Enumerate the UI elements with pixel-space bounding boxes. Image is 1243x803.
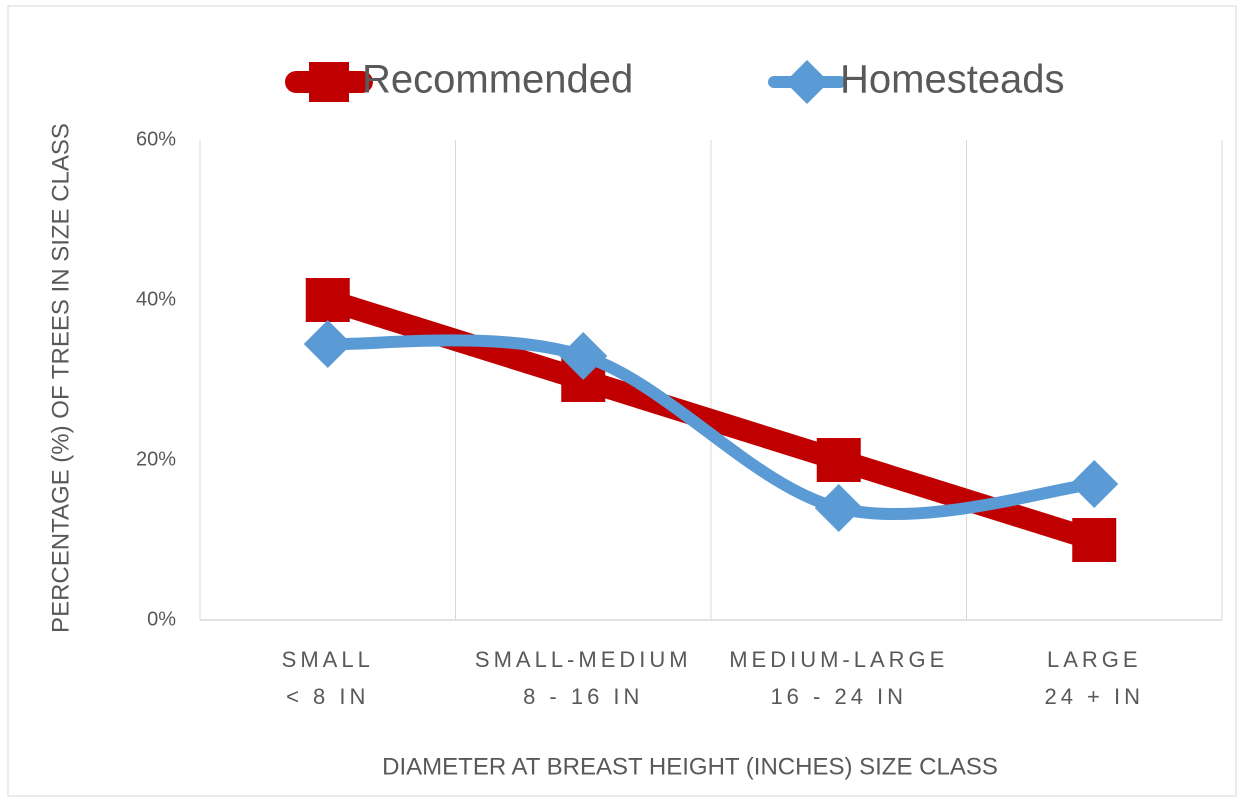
marker [816,438,861,482]
x-tick-label: 8 - 16 IN [523,684,643,709]
y-tick-label: 20% [136,448,176,470]
marker [814,484,863,532]
marker [309,62,349,102]
x-tick-label: LARGE [1047,647,1142,672]
y-tick-label: 0% [147,608,176,630]
y-tick-label: 60% [136,128,176,150]
series-line [327,334,1095,520]
y-axis-title: PERCENTAGE (%) OF TREES IN SIZE CLASS [47,123,74,633]
x-tick-label: 16 - 24 IN [770,684,907,709]
x-tick-label: SMALL [282,647,374,672]
marker [785,60,829,104]
x-tick-label: < 8 IN [286,684,369,709]
x-tick-label: MEDIUM-LARGE [729,647,948,672]
marker [559,332,608,380]
x-tick-label: 24 + IN [1044,684,1144,709]
legend-label: Recommended [362,58,633,102]
marker [1070,460,1119,508]
x-tick-label: SMALL-MEDIUM [475,647,692,672]
y-tick-label: 40% [136,288,176,310]
marker [303,320,352,368]
legend-label: Homesteads [840,58,1065,102]
marker [1072,518,1117,562]
x-axis-title: DIAMETER AT BREAST HEIGHT (INCHES) SIZE … [382,753,998,780]
marker [305,278,350,322]
